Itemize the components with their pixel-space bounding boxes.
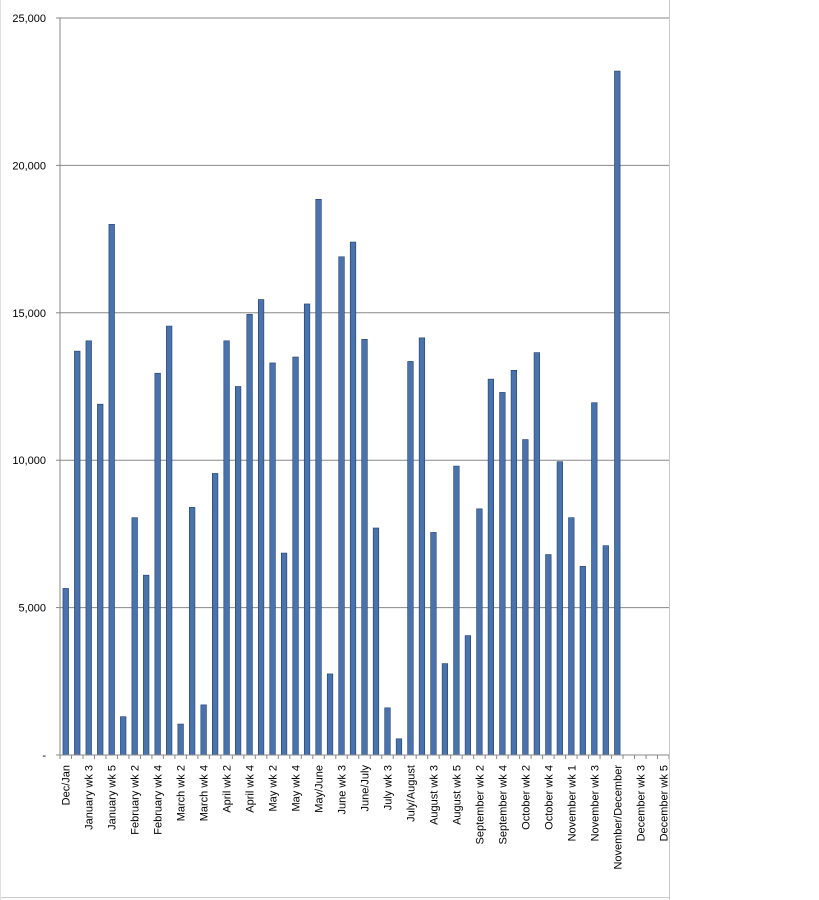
bar [85, 340, 92, 756]
bar [120, 716, 127, 756]
y-tick-label: 5,000 [18, 603, 46, 615]
bar [533, 352, 540, 756]
bar [602, 545, 609, 756]
bar [143, 574, 150, 756]
bar [384, 707, 391, 756]
x-tick-label: August wk 5 [451, 765, 463, 825]
bar [614, 70, 621, 756]
x-tick-label: May wk 4 [291, 765, 303, 811]
y-tick-label: 15,000 [12, 308, 46, 320]
y-tick-label: - [42, 750, 46, 762]
bar [246, 313, 253, 756]
x-tick-labels: Dec/Jan January wk 3 January wk 5 February … [59, 755, 670, 870]
bar [97, 403, 104, 756]
x-tick-label: April wk 2 [222, 765, 234, 813]
bar [556, 461, 563, 756]
x-tick-label: December wk 3 [635, 765, 647, 841]
bar [418, 337, 426, 756]
frame-left-edge [0, 0, 1, 900]
bar [395, 738, 403, 756]
bar [441, 663, 449, 756]
bar [269, 362, 276, 756]
bar [223, 340, 230, 756]
x-tick-label: September wk 2 [474, 765, 486, 844]
bar [568, 517, 575, 756]
x-tick-label: February wk 4 [153, 765, 165, 835]
x-tick-label: October wk 4 [543, 765, 555, 830]
x-tick-label: June/July [360, 765, 372, 812]
bar [235, 386, 242, 756]
bar [499, 392, 506, 756]
gridlines [56, 17, 669, 756]
y-tick-label: 20,000 [12, 160, 46, 172]
bars [62, 70, 621, 756]
bar [476, 508, 483, 756]
bar [522, 439, 529, 756]
bar [62, 588, 69, 756]
bar [74, 350, 81, 756]
bar [303, 303, 311, 756]
bar [372, 527, 380, 756]
bar [189, 507, 196, 756]
x-tick-label: December wk 5 [658, 765, 670, 841]
bar [280, 552, 288, 756]
bar [154, 372, 161, 756]
bar [545, 554, 552, 756]
x-tick-label: May/June [314, 765, 326, 813]
bar [326, 673, 334, 756]
bar [292, 356, 299, 756]
bar [453, 465, 460, 756]
bar [108, 224, 115, 756]
x-tick-label: August wk 3 [428, 765, 440, 825]
x-tick-label: April wk 4 [245, 765, 257, 813]
x-tick-label: November wk 1 [566, 765, 578, 841]
bar [166, 325, 173, 756]
frame-right-edge [669, 0, 670, 900]
x-tick-label: July wk 3 [382, 765, 394, 810]
bar [349, 241, 357, 756]
x-tick-label: Dec/Jan [61, 765, 73, 805]
x-tick-label: January wk 5 [107, 765, 119, 830]
x-tick-label: January wk 3 [84, 765, 96, 830]
bar [591, 402, 598, 756]
y-tick-label: 10,000 [12, 455, 46, 467]
x-tick-label: February wk 2 [130, 765, 142, 835]
bar [464, 635, 472, 756]
x-tick-label: March wk 4 [199, 765, 211, 821]
bar [315, 199, 322, 756]
bar [510, 369, 517, 756]
x-tick-label: October wk 2 [520, 765, 532, 830]
x-tick-label: July/August [405, 765, 417, 822]
bar [430, 532, 437, 756]
bar [361, 339, 368, 756]
x-tick-label: November wk 3 [589, 765, 601, 841]
x-tick-label: November/December [612, 765, 624, 870]
bar [487, 378, 495, 756]
frame-bottom-edge [0, 897, 670, 898]
x-tick-label: March wk 2 [176, 765, 188, 821]
x-tick-label: September wk 4 [497, 765, 509, 844]
y-tick-label: 25,000 [12, 13, 46, 25]
bar [131, 517, 138, 756]
bar [579, 566, 586, 756]
y-tick-labels: - 5,000 10,000 15,000 20,000 25,000 [12, 13, 46, 762]
bar [257, 299, 265, 756]
bar [407, 361, 414, 756]
bar [177, 723, 184, 756]
x-tick-label: June wk 3 [337, 765, 349, 815]
bar [200, 704, 207, 756]
axes [59, 18, 669, 756]
bar [338, 256, 345, 756]
bar [212, 473, 219, 756]
x-tick-label: May wk 2 [268, 765, 280, 811]
